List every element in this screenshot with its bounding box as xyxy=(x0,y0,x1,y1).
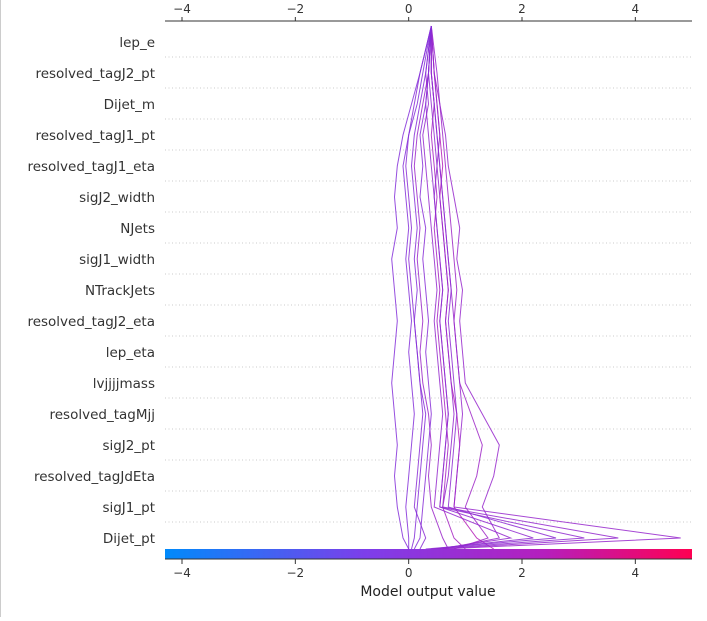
feature-label: sigJ1_width xyxy=(79,252,155,268)
decision-line xyxy=(425,25,585,550)
feature-label: lep_eta xyxy=(106,345,155,361)
feature-label: NJets xyxy=(120,221,155,237)
feature-label: resolved_tagJ2_eta xyxy=(27,314,155,330)
decision-line xyxy=(430,25,489,550)
top-tick-label: 0 xyxy=(405,2,413,16)
feature-label: sigJ1_pt xyxy=(102,500,155,516)
feature-label: resolved_tagJ1_pt xyxy=(35,128,155,144)
feature-label: lep_e xyxy=(119,35,155,51)
decision-line xyxy=(413,25,432,550)
ticks-layer: −4 −4 −2 −2 0 0 2 2 4 4 xyxy=(173,2,639,580)
bottom-tick-label: 2 xyxy=(518,566,526,580)
decision-line xyxy=(410,25,432,550)
decision-line xyxy=(430,26,466,550)
feature-label: sigJ2_width xyxy=(79,190,155,206)
feature-label: resolved_tagJdEta xyxy=(34,469,155,485)
axes-layer xyxy=(0,0,692,617)
bottom-tick-label: −4 xyxy=(173,566,191,580)
decision-line xyxy=(427,25,534,550)
decision-line xyxy=(430,25,501,550)
decision-lines xyxy=(391,25,681,550)
feature-label: resolved_tagJ1_eta xyxy=(27,159,155,175)
bottom-tick-label: 0 xyxy=(405,566,413,580)
colorbar xyxy=(165,549,692,559)
feature-label: Dijet_pt xyxy=(103,531,155,547)
top-tick-label: 4 xyxy=(632,2,640,16)
decision-line xyxy=(391,25,432,550)
feature-label: NTrackJets xyxy=(85,283,155,299)
feature-label: resolved_tagMjj xyxy=(49,407,155,423)
decision-line xyxy=(425,26,557,550)
feature-labels: lep_e resolved_tagJ2_pt Dijet_m resolved_ta… xyxy=(27,35,155,547)
feature-label: resolved_tagJ2_pt xyxy=(35,66,155,82)
decision-line xyxy=(430,26,681,550)
top-tick-label: −4 xyxy=(173,2,191,16)
bottom-tick-label: 4 xyxy=(632,566,640,580)
bottom-tick-label: −2 xyxy=(286,566,304,580)
decision-line xyxy=(422,25,513,550)
decision-line xyxy=(413,25,449,550)
top-tick-label: −2 xyxy=(286,2,304,16)
top-tick-label: 2 xyxy=(518,2,526,16)
x-axis-title: Model output value xyxy=(360,584,495,600)
decision-line xyxy=(402,25,432,549)
feature-label: lvjjjjmass xyxy=(93,376,155,392)
feature-label: Dijet_m xyxy=(104,97,155,113)
decision-line xyxy=(430,25,619,550)
feature-label: sigJ2_pt xyxy=(102,438,155,454)
